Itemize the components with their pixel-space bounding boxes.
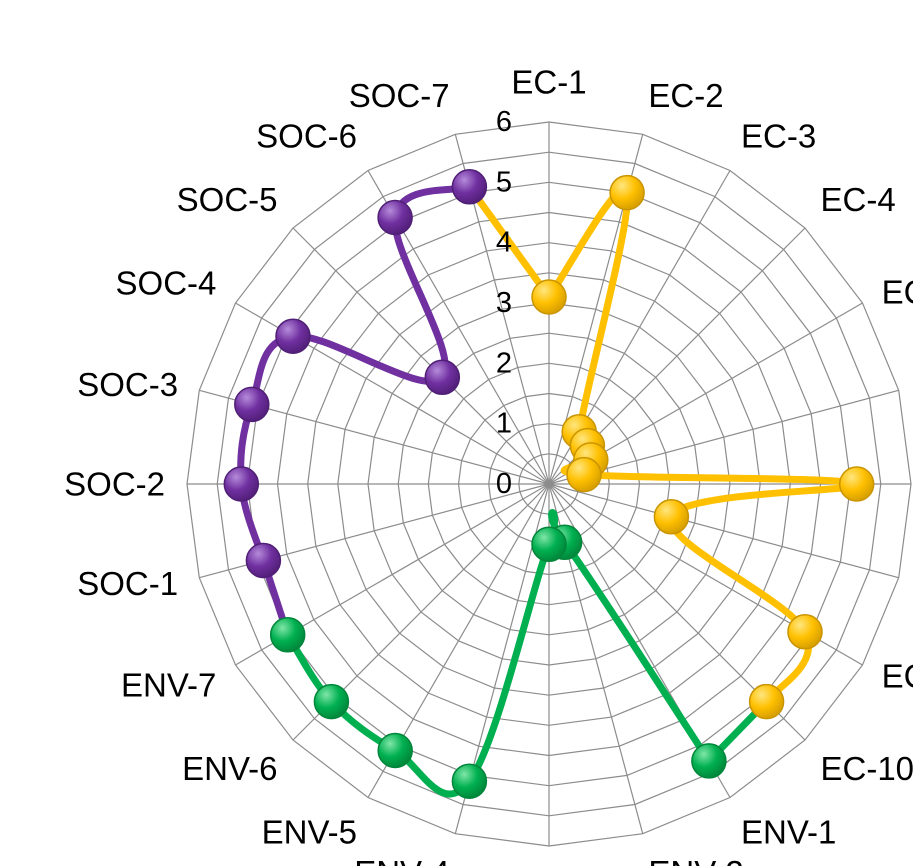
category-label: SOC-3 [77, 366, 178, 403]
radial-tick-label: 1 [496, 408, 512, 440]
grid-spoke [292, 227, 550, 485]
radial-tick-label: 2 [496, 347, 512, 379]
category-label: EC-10 [821, 750, 913, 787]
radial-tick-label: 5 [496, 166, 512, 198]
data-point [269, 617, 306, 653]
radial-tick-label: 0 [496, 468, 512, 500]
category-label: EC-5 [882, 274, 913, 311]
data-point [245, 542, 282, 579]
radar-grid [186, 121, 912, 847]
data-point [451, 763, 488, 799]
data-point [748, 683, 785, 720]
category-label: EC-4 [821, 181, 896, 218]
category-label: SOC-2 [64, 466, 165, 503]
category-label: EC-9 [882, 658, 913, 695]
category-label: SOC-7 [349, 77, 450, 114]
series-connector [465, 183, 553, 301]
category-label: ENV-5 [262, 814, 357, 851]
data-point [609, 174, 645, 211]
data-point [531, 526, 567, 563]
data-point [566, 456, 602, 493]
category-label: SOC-6 [256, 117, 357, 154]
data-point [275, 318, 311, 354]
category-label: SOC-4 [116, 265, 217, 302]
data-point [313, 683, 350, 720]
category-label: EC-1 [511, 64, 586, 101]
category-label: ENV-2 [648, 854, 743, 866]
category-label: EC-2 [648, 77, 723, 114]
data-point [838, 466, 875, 502]
category-label: ENV-6 [182, 750, 277, 787]
series-line-2 [284, 509, 713, 798]
category-label: SOC-5 [177, 181, 278, 218]
series-markers [223, 169, 875, 799]
data-point [377, 732, 413, 769]
data-point [787, 614, 823, 650]
category-label: EC-3 [741, 117, 816, 154]
grid-spoke [548, 389, 899, 485]
data-point [223, 466, 260, 502]
radial-tick-label: 6 [496, 106, 512, 138]
category-label: ENV-1 [741, 814, 836, 851]
radial-tick-labels: 0 1 2 3 4 5 6 [496, 106, 512, 500]
data-point [424, 359, 461, 396]
data-point [653, 499, 690, 535]
data-point [234, 386, 270, 423]
grid-spoke [548, 483, 899, 579]
radial-tick-label: 3 [496, 287, 512, 319]
data-point [377, 199, 413, 236]
category-label: ENV-7 [121, 667, 216, 704]
data-point [691, 743, 727, 779]
category-label: SOC-1 [77, 565, 178, 602]
category-label: ENV-4 [354, 854, 449, 866]
radial-tick-label: 4 [496, 227, 512, 259]
category-labels: EC-1EC-2EC-3EC-4EC-5EC-6EC-7EC-8EC-9EC-1… [64, 64, 913, 866]
data-point [451, 169, 488, 205]
data-point [531, 279, 567, 315]
